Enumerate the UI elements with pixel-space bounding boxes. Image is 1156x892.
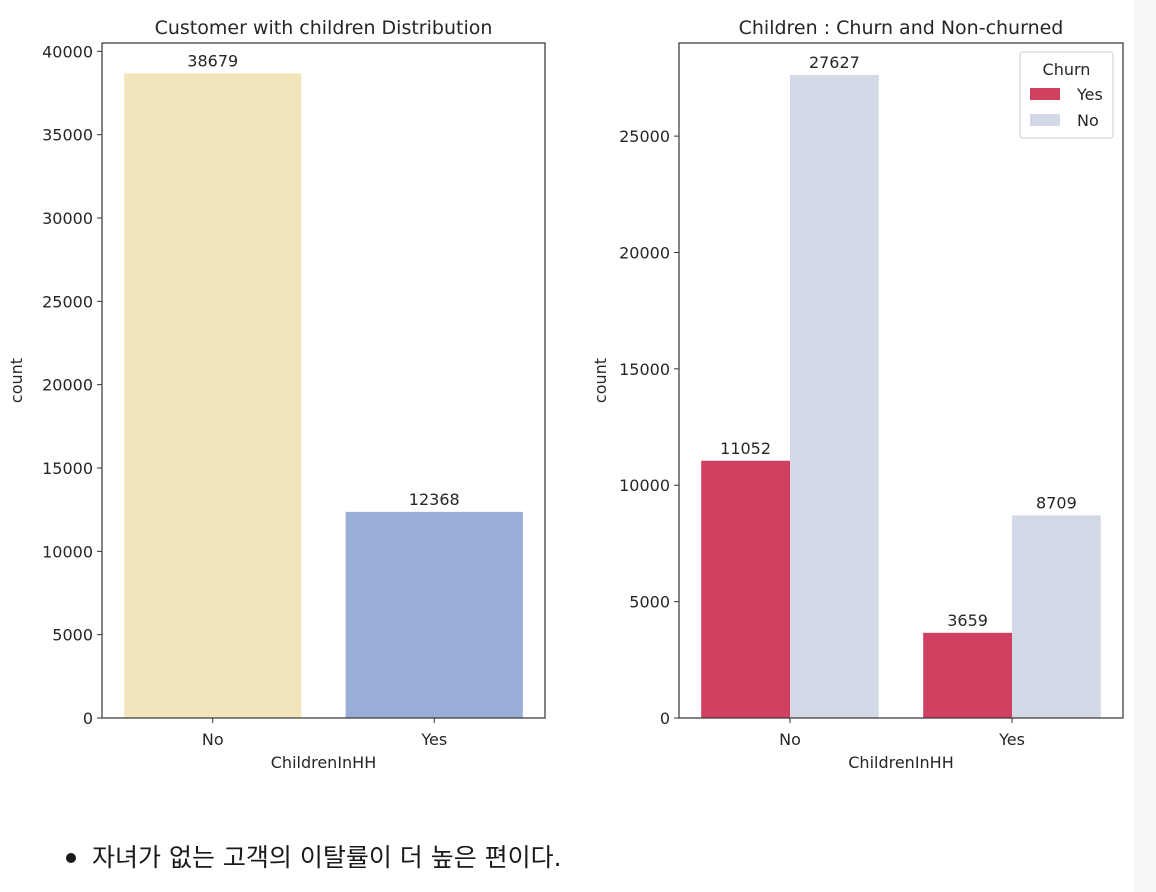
y-tick-label: 5000 xyxy=(629,593,670,612)
legend-title: Churn xyxy=(1043,60,1091,79)
y-axis-label: count xyxy=(7,358,26,403)
x-axis-label: ChildrenInHH xyxy=(271,753,377,772)
y-tick-label: 35000 xyxy=(42,126,93,145)
x-tick-label: Yes xyxy=(998,730,1025,749)
data-label: 8709 xyxy=(1036,493,1077,512)
plot-frame xyxy=(101,42,546,719)
y-tick-label: 40000 xyxy=(42,42,93,61)
bar-yes xyxy=(345,511,523,718)
notes-list: 자녀가 없는 고객의 이탈률이 더 높은 편이다. xyxy=(64,836,562,880)
y-tick-label: 20000 xyxy=(619,243,670,262)
scrollbar[interactable] xyxy=(1134,0,1156,892)
bar-yes-yes xyxy=(923,632,1012,718)
x-tick-label: No xyxy=(202,730,224,749)
bar-no xyxy=(124,73,302,719)
legend-label-no: No xyxy=(1077,111,1099,130)
y-tick-label: 0 xyxy=(83,709,93,728)
data-label: 3659 xyxy=(947,611,988,630)
legend-swatch-no xyxy=(1030,114,1060,126)
x-axis-label: ChildrenInHH xyxy=(848,753,954,772)
chart-title: Customer with children Distribution xyxy=(155,17,493,39)
bar-no-yes xyxy=(1012,515,1101,718)
y-tick-label: 0 xyxy=(660,709,670,728)
y-axis-label: count xyxy=(591,358,610,403)
chart-title: Children : Churn and Non-churned xyxy=(739,17,1064,39)
y-tick-label: 25000 xyxy=(42,292,93,311)
y-tick-label: 20000 xyxy=(42,376,93,395)
note-item: 자녀가 없는 고객의 이탈률이 더 높은 편이다. xyxy=(64,836,562,880)
y-tick-label: 15000 xyxy=(42,459,93,478)
legend-swatch-yes xyxy=(1030,88,1060,100)
data-label: 27627 xyxy=(809,53,860,72)
bar-no-no xyxy=(790,74,879,718)
charts-canvas: 38679 12368 0 5000 10000 15000 20000 25000 30000… xyxy=(7,17,1124,772)
legend-label-yes: Yes xyxy=(1076,85,1103,104)
bar-yes-no xyxy=(701,460,790,718)
y-tick-label: 15000 xyxy=(619,360,670,379)
plot-frame xyxy=(678,42,1124,719)
data-label: 11052 xyxy=(720,439,771,458)
x-tick-label: No xyxy=(779,730,801,749)
y-tick-label: 30000 xyxy=(42,209,93,228)
y-tick-label: 10000 xyxy=(619,476,670,495)
bullet-icon xyxy=(66,853,76,863)
y-tick-label: 5000 xyxy=(52,626,93,645)
x-tick-label: Yes xyxy=(420,730,447,749)
note-text: 자녀가 없는 고객의 이탈률이 더 높은 편이다. xyxy=(92,843,562,872)
data-label: 38679 xyxy=(187,51,238,70)
data-label: 12368 xyxy=(409,490,460,509)
y-tick-label: 10000 xyxy=(42,542,93,561)
y-tick-label: 25000 xyxy=(619,127,670,146)
